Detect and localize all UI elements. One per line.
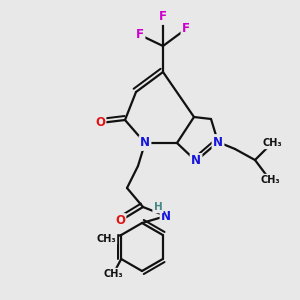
Text: O: O: [115, 214, 125, 227]
Text: N: N: [213, 136, 223, 148]
Text: N: N: [140, 136, 150, 149]
Text: O: O: [95, 116, 105, 130]
Text: N: N: [161, 209, 171, 223]
Text: CH₃: CH₃: [96, 234, 116, 244]
Text: CH₃: CH₃: [262, 138, 282, 148]
Text: CH₃: CH₃: [260, 175, 280, 185]
Text: F: F: [136, 28, 144, 41]
Text: CH₃: CH₃: [103, 269, 123, 279]
Text: N: N: [191, 154, 201, 167]
Text: F: F: [182, 22, 190, 35]
Text: H: H: [154, 202, 162, 212]
Text: F: F: [159, 11, 167, 23]
